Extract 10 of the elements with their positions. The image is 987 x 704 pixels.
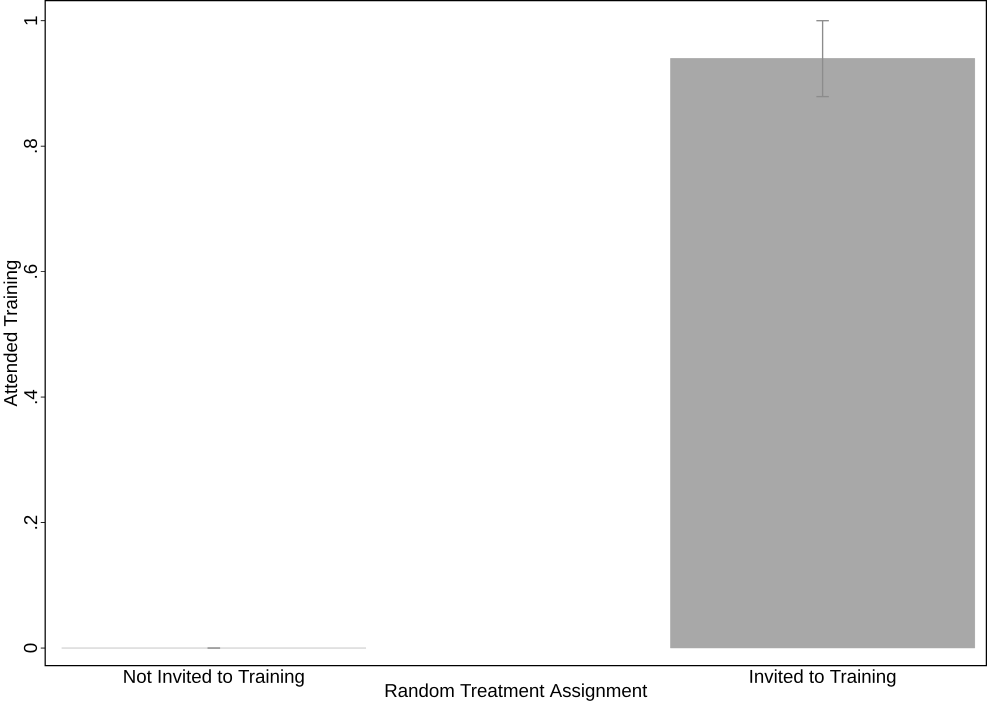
x-tick-label: Invited to Training [750, 669, 896, 687]
y-tick-label: 1 [24, 16, 38, 24]
y-axis-title: Attended Training [3, 260, 21, 406]
y-tick-label: .6 [24, 264, 38, 278]
y-tick-label: .4 [24, 390, 38, 404]
y-tick-label: .2 [24, 516, 38, 529]
x-axis-title: Random Treatment Assignment [386, 683, 648, 701]
y-tick-label: .8 [24, 139, 38, 152]
y-tick-label: 0 [24, 643, 38, 652]
x-tick-label: Not Invited to Training [124, 669, 304, 687]
